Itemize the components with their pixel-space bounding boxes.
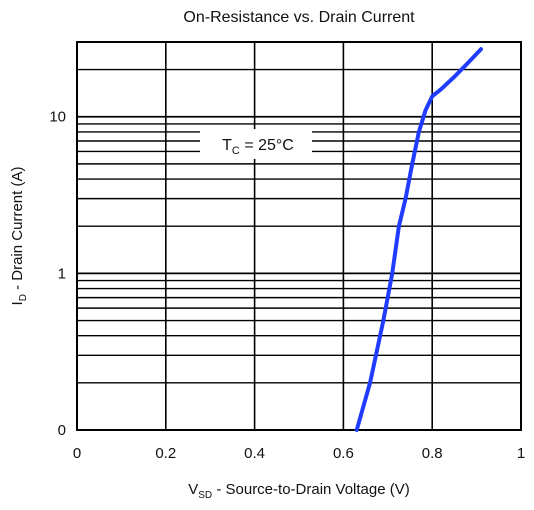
- data-curve: [354, 47, 484, 432]
- y-tick-label: 0: [58, 422, 66, 439]
- y-axis-label: ID - Drain Current (A): [9, 167, 29, 306]
- x-tick-label: 0: [73, 445, 81, 462]
- y-tick-label: 1: [58, 265, 66, 282]
- text-layer: On-Resistance vs. Drain Current 0 0.2 0.4 0.…: [9, 9, 525, 501]
- x-tick-label: 0.2: [155, 445, 176, 462]
- x-axis-label: VSD - Source-to-Drain Voltage (V): [188, 481, 410, 501]
- annotation-text: TC = 25°C: [222, 137, 294, 157]
- chart-title: On-Resistance vs. Drain Current: [183, 9, 415, 26]
- curve-layer: [354, 47, 484, 432]
- y-tick-label: 10: [49, 109, 66, 126]
- annotation-background: [200, 129, 312, 159]
- annotation-layer: TC = 25°C: [200, 129, 312, 159]
- x-tick-label: 0.8: [422, 445, 443, 462]
- grid-layer: [77, 41, 521, 430]
- x-tick-label: 0.4: [244, 445, 265, 462]
- x-tick-label: 1: [517, 445, 525, 462]
- plot-frame-rect: [76, 41, 522, 431]
- plot-frame: [76, 41, 522, 431]
- x-tick-label: 0.6: [333, 445, 354, 462]
